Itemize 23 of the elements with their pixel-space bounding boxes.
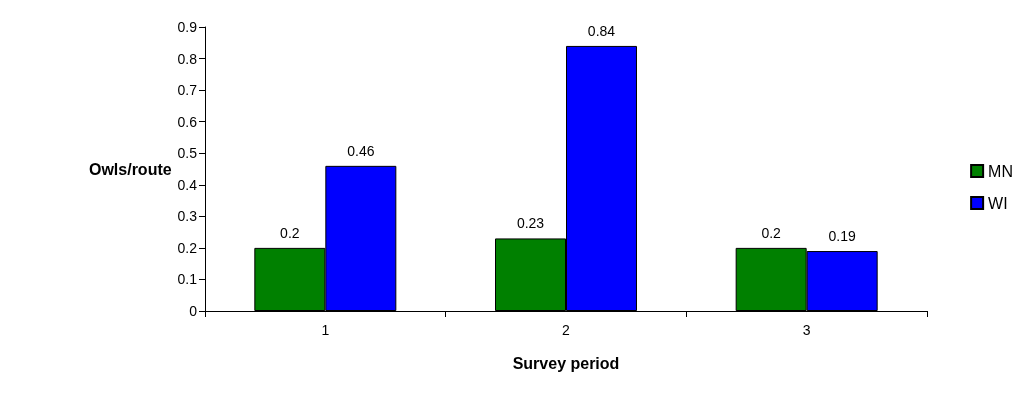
data-label: 0.84 <box>587 22 616 39</box>
x-tick-label: 1 <box>321 322 330 338</box>
x-axis-title: Survey period <box>512 354 620 372</box>
y-tick-label: 0.6 <box>177 113 198 130</box>
y-tick-label: 0.2 <box>177 239 198 256</box>
legend-label: MN <box>988 162 1014 180</box>
x-tick-label: 3 <box>802 322 811 338</box>
data-label: 0.23 <box>516 215 545 232</box>
y-tick-label: 0.8 <box>177 50 198 67</box>
y-axis-title: Owls/route <box>88 160 172 178</box>
y-tick-label: 0.5 <box>177 145 198 162</box>
y-tick-label: 0.4 <box>177 176 198 193</box>
x-tick-label: 2 <box>562 322 571 338</box>
y-tick-label: 0.9 <box>177 19 198 35</box>
y-tick-label: 0.1 <box>177 271 198 288</box>
data-label: 0.46 <box>347 142 375 159</box>
y-tick-label: 0 <box>189 303 198 319</box>
data-label: 0.2 <box>280 224 300 241</box>
data-label: 0.2 <box>761 224 782 241</box>
y-tick-label: 0.3 <box>177 208 198 225</box>
y-tick-label: 0.7 <box>177 82 198 99</box>
data-label: 0.19 <box>828 228 856 245</box>
legend-label: WI <box>988 194 1008 212</box>
